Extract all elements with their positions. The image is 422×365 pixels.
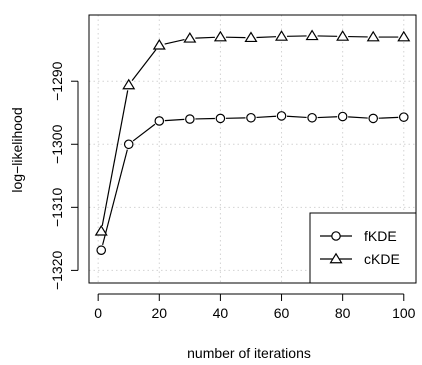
series-fKDE-segment-9: [378, 116, 399, 119]
y-tick-label-2: −1300: [49, 124, 65, 164]
y-tick-label-0: −1320: [49, 251, 65, 291]
legend-label-cKDE: cKDE: [364, 251, 400, 267]
y-axis-label: log−likelihood: [9, 107, 25, 192]
series-cKDE-segment-5: [256, 36, 277, 39]
x-tick-label-3: 60: [274, 305, 290, 321]
series-cKDE-point-5: [244, 31, 258, 43]
series-fKDE-point-9: [368, 113, 379, 124]
series-fKDE: [96, 111, 409, 256]
series-fKDE-segment-7: [317, 116, 338, 119]
series-fKDE-segment-6: [286, 115, 307, 119]
legend-entry-fKDE: fKDE: [320, 228, 397, 244]
series-cKDE-segment-3: [195, 36, 215, 39]
series-fKDE-point-6: [276, 111, 287, 121]
x-tick-label-2: 40: [213, 305, 229, 321]
series-fKDE-point-1: [123, 139, 134, 150]
x-axis-label: number of iterations: [187, 345, 311, 361]
y-tick-label-3: −1290: [49, 61, 65, 101]
series-fKDE-point-2: [154, 116, 165, 126]
series-fKDE-point-5: [246, 112, 256, 123]
series-fKDE-point-0: [96, 245, 107, 256]
series-fKDE-segment-2: [164, 118, 185, 122]
series-fKDE-segment-0: [102, 149, 128, 246]
series-cKDE: [94, 29, 411, 236]
x-tick-label-1: 20: [152, 305, 168, 321]
y-tick-label-1: −1310: [49, 187, 65, 227]
series-cKDE-point-2: [152, 38, 166, 50]
x-tick-label-4: 80: [335, 305, 351, 321]
legend: fKDE cKDE: [309, 212, 417, 284]
series-fKDE-point-4: [215, 113, 226, 124]
series-fKDE-point-10: [398, 112, 409, 122]
legend-entry-cKDE: cKDE: [320, 251, 400, 267]
series-cKDE-point-1: [122, 78, 136, 90]
legend-box: [309, 212, 417, 284]
x-tick-label-5: 100: [392, 305, 416, 321]
series-cKDE-segment-2: [164, 38, 185, 45]
plot-frame: [88, 14, 417, 284]
legend-label-fKDE: fKDE: [364, 228, 397, 244]
series-cKDE-segment-0: [101, 90, 129, 226]
series-fKDE-point-8: [337, 111, 348, 122]
series-fKDE-point-3: [185, 114, 195, 124]
series-layer: [94, 29, 411, 256]
series-cKDE-point-7: [305, 29, 319, 41]
series-cKDE-segment-1: [131, 49, 157, 82]
series-cKDE-point-3: [183, 31, 197, 43]
grid: [89, 15, 416, 283]
series-cKDE-point-4: [213, 30, 227, 42]
series-cKDE-point-9: [366, 30, 380, 42]
series-fKDE-segment-5: [256, 115, 277, 119]
series-cKDE-point-6: [275, 30, 289, 41]
y-axis: −1320 −1310 −1300 −1290: [49, 61, 79, 291]
x-axis: 0 20 40 60 80 100: [94, 293, 416, 321]
legend-marker-fKDE: [331, 231, 341, 241]
series-fKDE-segment-1: [132, 123, 156, 142]
series-cKDE-point-10: [397, 30, 411, 42]
legend-marker-cKDE: [329, 252, 343, 264]
x-tick-label-0: 0: [94, 305, 102, 321]
series-cKDE-point-8: [336, 30, 350, 41]
series-fKDE-segment-8: [348, 116, 368, 119]
series-cKDE-point-0: [94, 224, 108, 236]
series-fKDE-point-7: [307, 112, 317, 123]
